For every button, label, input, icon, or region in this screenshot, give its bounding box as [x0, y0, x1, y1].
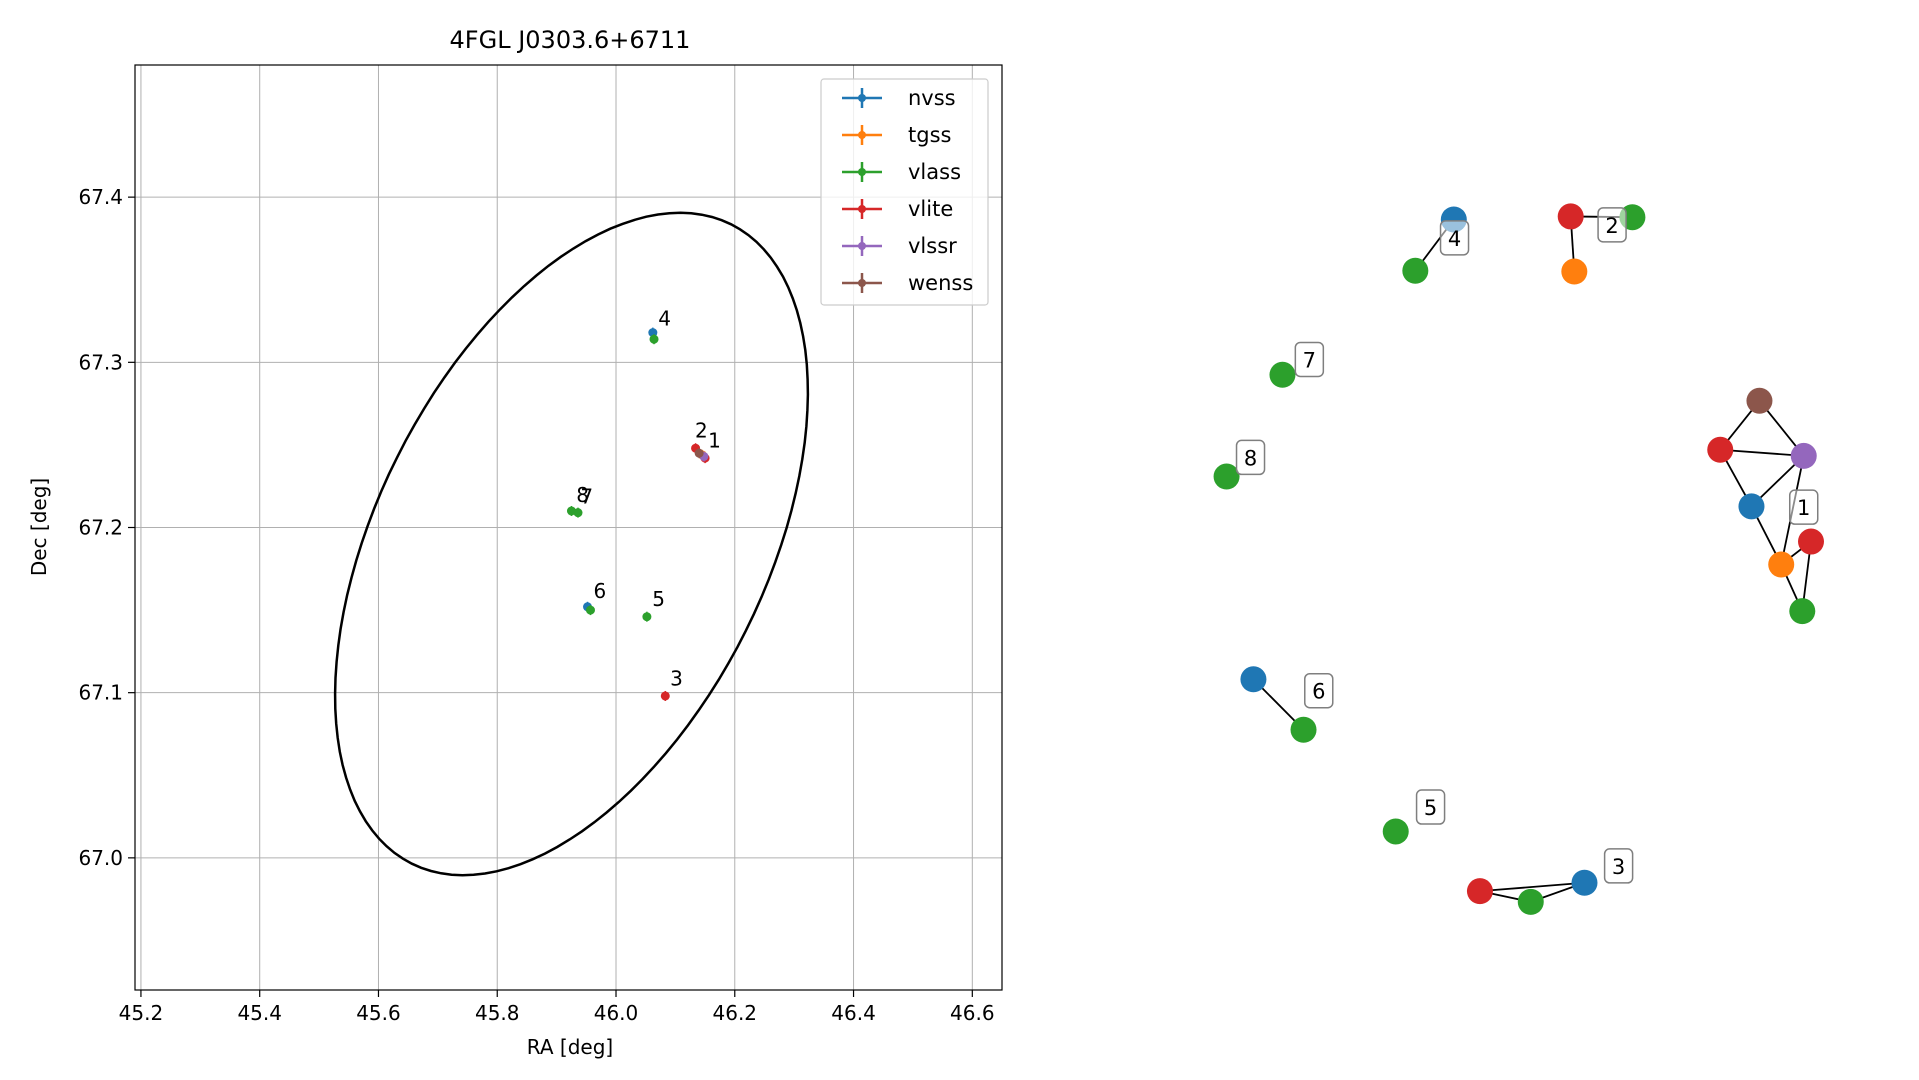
x-tick-label: 46.0 — [594, 1001, 639, 1025]
point-vlass — [585, 605, 595, 616]
group-label: 5 — [652, 587, 665, 611]
network-node — [1789, 598, 1816, 625]
point-vlass — [649, 334, 659, 345]
network-node — [1561, 258, 1588, 285]
network-label: 2 — [1597, 207, 1627, 243]
network-node — [1213, 463, 1240, 490]
x-axis-ticks: 45.2 45.4 45.6 45.8 46.0 46.2 46.4 46.6 — [119, 990, 995, 1025]
legend: nvss tgss vlass vlite vlssr wenss — [820, 78, 989, 306]
y-tick-label: 67.4 — [78, 185, 123, 209]
sky-scatter-plot: 12 3 4 5 6 78 45.2 45.4 45.6 45.8 46.0 46.2 46.4 46.… — [27, 26, 1003, 1059]
network-node — [1557, 203, 1584, 230]
y-axis-ticks: 67.0 67.1 67.2 67.3 67.4 — [78, 185, 135, 870]
network-label: 5 — [1415, 789, 1446, 825]
network-node — [1240, 666, 1267, 693]
legend-entry-vlite: vlite — [842, 197, 953, 221]
network-label-text: 8 — [1244, 446, 1257, 470]
network-label: 1 — [1788, 489, 1819, 525]
legend-label: vlass — [908, 160, 961, 184]
network-edge — [1720, 448, 1804, 457]
x-tick-label: 45.2 — [119, 1001, 164, 1025]
legend-label: wenss — [908, 271, 973, 295]
point-vlass — [573, 507, 583, 518]
network-node — [1746, 387, 1773, 414]
x-tick-label: 46.4 — [831, 1001, 876, 1025]
network-label: 4 — [1439, 220, 1470, 256]
legend-label: nvss — [908, 86, 956, 110]
network-label: 8 — [1235, 439, 1266, 476]
x-tick-label: 45.8 — [475, 1001, 520, 1025]
network-label-text: 5 — [1424, 796, 1437, 820]
chart-title: 4FGL J0303.6+6711 — [450, 26, 691, 54]
network-node — [1768, 551, 1795, 578]
y-tick-label: 67.1 — [78, 681, 123, 705]
legend-entry-vlssr: vlssr — [842, 234, 957, 258]
network-label: 6 — [1304, 672, 1334, 709]
group-labels: 12 3 4 5 6 78 — [576, 306, 721, 690]
x-axis-label: RA [deg] — [527, 1035, 613, 1059]
x-tick-label: 46.2 — [713, 1001, 758, 1025]
x-tick-label: 45.4 — [237, 1001, 282, 1025]
group-label: 4 — [658, 306, 671, 330]
legend-label: vlssr — [908, 234, 957, 258]
network-edges — [1252, 215, 1812, 903]
network-label: 3 — [1603, 848, 1634, 884]
network-edge — [1479, 881, 1585, 893]
network-label-text: 4 — [1448, 227, 1461, 251]
y-tick-label: 67.3 — [78, 350, 123, 374]
network-node — [1790, 442, 1817, 469]
y-tick-label: 67.0 — [78, 846, 123, 870]
association-network: 1 2 3 4 5 6 7 8 — [1213, 203, 1824, 915]
network-node — [1466, 878, 1493, 905]
network-node — [1798, 528, 1824, 555]
network-nodes — [1213, 203, 1824, 915]
group-label: 1 — [708, 429, 721, 453]
x-tick-label: 45.6 — [356, 1001, 401, 1025]
network-label: 7 — [1294, 341, 1325, 378]
group-label: 3 — [670, 666, 683, 690]
network-node — [1402, 257, 1429, 284]
network-node — [1517, 888, 1544, 915]
group-label: 2 — [695, 419, 708, 443]
network-label-text: 3 — [1612, 855, 1625, 879]
network-label-text: 7 — [1303, 348, 1316, 372]
network-node — [1571, 869, 1598, 896]
point-wenss — [694, 448, 704, 459]
group-label: 8 — [576, 483, 589, 507]
network-node — [1290, 716, 1317, 743]
network-node — [1707, 436, 1734, 463]
point-vlass — [642, 611, 652, 622]
legend-entry-wenss: wenss — [842, 271, 973, 295]
network-node — [1269, 361, 1296, 388]
legend-items: nvss tgss vlass vlite vlssr wenss — [842, 86, 973, 295]
network-label-text: 1 — [1797, 496, 1810, 520]
point-vlite — [660, 690, 670, 701]
network-label-text: 2 — [1605, 214, 1618, 238]
group-label: 7 — [580, 485, 593, 509]
legend-label: tgss — [908, 123, 951, 147]
network-node — [1382, 818, 1409, 845]
error-ellipse — [333, 211, 810, 877]
y-axis-label: Dec [deg] — [27, 478, 51, 576]
legend-label: vlite — [908, 197, 953, 221]
x-tick-label: 46.6 — [950, 1001, 995, 1025]
legend-entry-tgss: tgss — [842, 123, 951, 147]
legend-entry-nvss: nvss — [842, 86, 956, 110]
legend-entry-vlass: vlass — [842, 160, 961, 184]
data-points — [566, 327, 710, 701]
network-label-text: 6 — [1312, 680, 1325, 704]
network-node — [1738, 493, 1765, 520]
network-labels: 1 2 3 4 5 6 7 8 — [1235, 207, 1819, 884]
y-tick-label: 67.2 — [78, 516, 123, 540]
group-label: 6 — [593, 579, 606, 603]
